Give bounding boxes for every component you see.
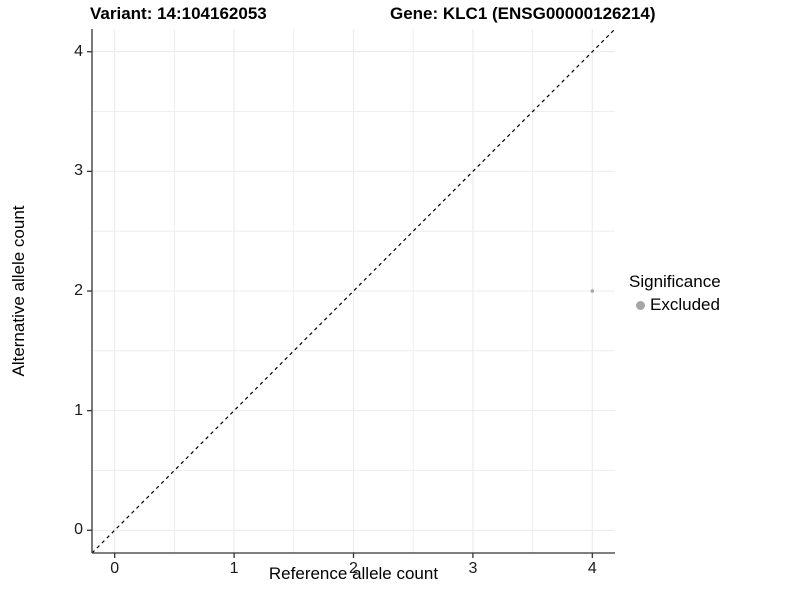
y-tick-label: 1	[74, 401, 83, 419]
x-tick-label: 4	[587, 560, 597, 577]
legend-entry-label: Excluded	[650, 295, 720, 314]
plot-title-variant: Variant: 14:104162053	[90, 4, 267, 23]
legend: Significance Excluded	[629, 272, 721, 315]
x-tick-label: 1	[229, 560, 239, 577]
y-axis-title: Alternative allele count	[9, 205, 28, 377]
legend-entry-excluded: Excluded	[629, 295, 721, 315]
y-tick-label: 3	[74, 162, 83, 180]
x-tick-label: 0	[110, 560, 120, 577]
legend-point-icon	[636, 300, 645, 310]
data-point	[590, 289, 595, 293]
identity-dashed-line	[91, 28, 616, 554]
y-tick-label: 0	[74, 521, 83, 539]
plot-title-gene: Gene: KLC1 (ENSG00000126214)	[390, 4, 656, 23]
x-tick-label: 3	[468, 560, 478, 577]
y-tick-label: 4	[74, 42, 83, 60]
x-axis-title: Reference allele count	[268, 564, 439, 583]
y-tick-label: 2	[74, 282, 83, 299]
legend-title: Significance	[629, 272, 721, 291]
x-tick-label: 2	[349, 560, 358, 577]
